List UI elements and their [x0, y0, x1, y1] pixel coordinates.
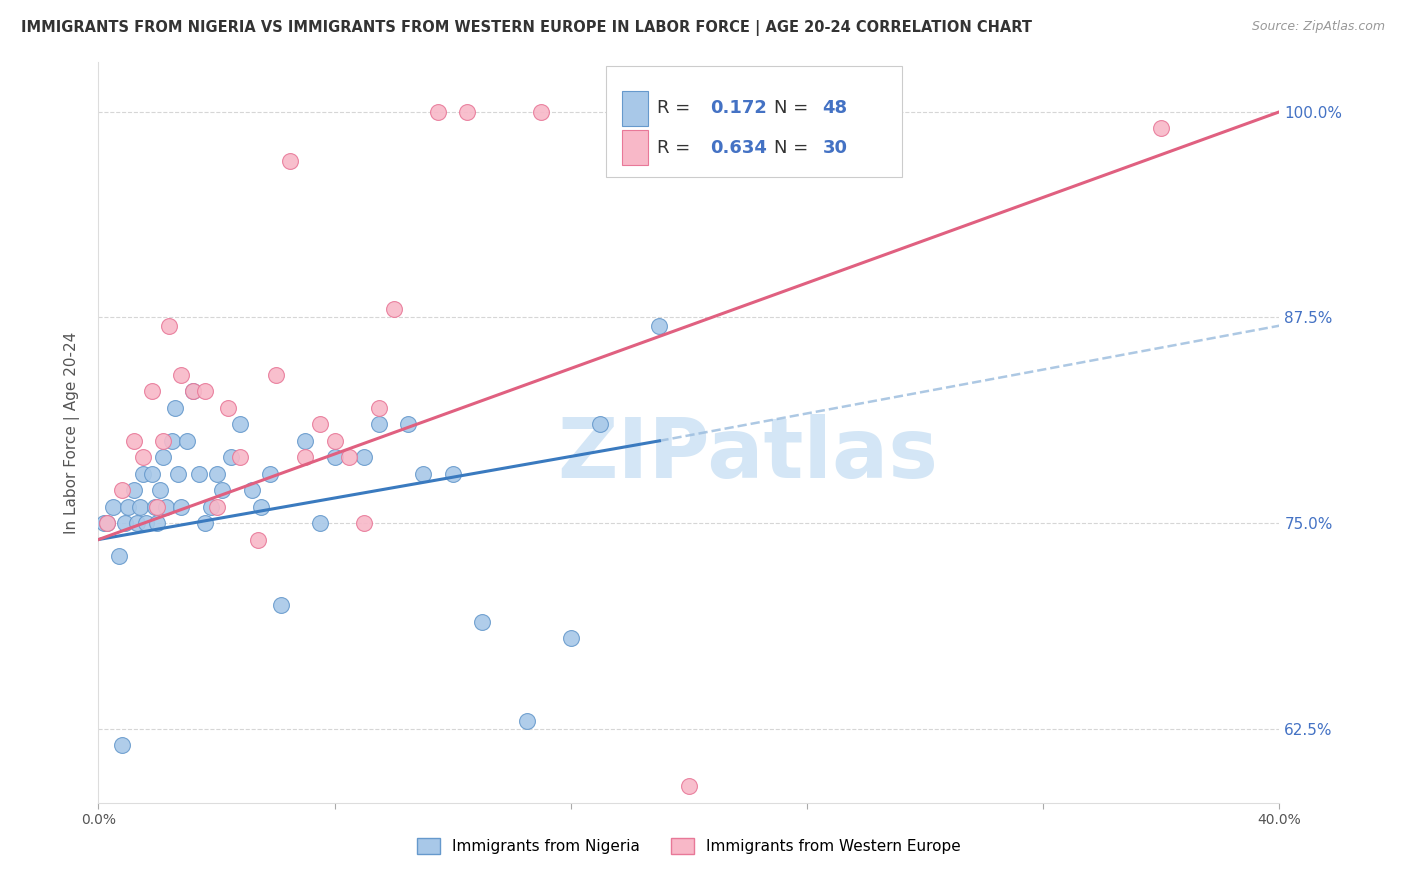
Point: [1150, 121, 1173, 136]
Point: [176, 434, 198, 448]
Bar: [621, 91, 648, 126]
Point: [229, 450, 252, 465]
Legend: Immigrants from Nigeria, Immigrants from Western Europe: Immigrants from Nigeria, Immigrants from…: [409, 830, 969, 862]
Point: [143, 500, 166, 514]
Text: 0.172: 0.172: [710, 99, 768, 118]
Point: [280, 154, 302, 169]
Point: [108, 549, 131, 563]
Point: [114, 516, 136, 530]
Point: [221, 450, 243, 465]
Point: [250, 500, 273, 514]
FancyBboxPatch shape: [606, 66, 901, 178]
Point: [368, 417, 391, 432]
Point: [294, 434, 316, 448]
Point: [678, 780, 700, 794]
Point: [353, 450, 375, 465]
Text: 48: 48: [823, 99, 848, 118]
Point: [155, 500, 177, 514]
Point: [560, 632, 582, 646]
Point: [181, 384, 204, 399]
Point: [205, 467, 228, 481]
Point: [149, 483, 172, 498]
Point: [382, 302, 405, 317]
Point: [264, 368, 287, 382]
Point: [181, 384, 204, 399]
Bar: [621, 130, 648, 165]
Point: [117, 500, 139, 514]
Point: [323, 450, 346, 465]
Point: [152, 434, 174, 448]
Point: [132, 467, 155, 481]
Point: [141, 384, 163, 399]
Point: [200, 500, 222, 514]
Point: [398, 417, 420, 432]
Point: [111, 483, 134, 498]
Point: [457, 104, 479, 119]
Point: [146, 516, 169, 530]
Point: [157, 318, 180, 333]
Point: [122, 483, 145, 498]
Point: [441, 467, 464, 481]
Point: [125, 516, 148, 530]
Point: [427, 104, 450, 119]
Text: Source: ZipAtlas.com: Source: ZipAtlas.com: [1251, 20, 1385, 33]
Point: [141, 467, 163, 481]
Point: [187, 467, 209, 481]
Point: [132, 450, 155, 465]
Point: [368, 401, 391, 415]
Point: [229, 417, 252, 432]
Point: [648, 318, 671, 333]
Point: [205, 500, 228, 514]
Text: ZIPatlas: ZIPatlas: [558, 414, 938, 495]
Point: [93, 516, 115, 530]
Point: [162, 434, 183, 448]
Point: [122, 434, 145, 448]
Point: [128, 500, 150, 514]
Point: [96, 516, 118, 530]
Point: [167, 467, 190, 481]
Point: [170, 368, 193, 382]
Point: [103, 500, 125, 514]
Point: [270, 599, 292, 613]
Text: IMMIGRANTS FROM NIGERIA VS IMMIGRANTS FROM WESTERN EUROPE IN LABOR FORCE | AGE 2: IMMIGRANTS FROM NIGERIA VS IMMIGRANTS FR…: [21, 20, 1032, 36]
Point: [412, 467, 434, 481]
Point: [530, 104, 553, 119]
Point: [323, 434, 346, 448]
Point: [259, 467, 281, 481]
Point: [217, 401, 239, 415]
Y-axis label: In Labor Force | Age 20-24: In Labor Force | Age 20-24: [63, 332, 80, 533]
Point: [240, 483, 263, 498]
Text: R =: R =: [657, 99, 696, 118]
Point: [152, 450, 174, 465]
Text: 30: 30: [823, 138, 848, 157]
Point: [111, 738, 134, 752]
Point: [605, 104, 627, 119]
Point: [516, 714, 538, 728]
Point: [309, 516, 332, 530]
Point: [471, 615, 494, 629]
Text: R =: R =: [657, 138, 696, 157]
Text: N =: N =: [773, 138, 814, 157]
Point: [294, 450, 316, 465]
Point: [135, 516, 157, 530]
Point: [146, 500, 169, 514]
Point: [339, 450, 361, 465]
Text: N =: N =: [773, 99, 814, 118]
Point: [194, 516, 217, 530]
Point: [165, 401, 187, 415]
Point: [194, 384, 217, 399]
Point: [353, 516, 375, 530]
Point: [589, 417, 612, 432]
Point: [309, 417, 332, 432]
Point: [246, 533, 269, 547]
Point: [96, 516, 118, 530]
Text: 0.634: 0.634: [710, 138, 768, 157]
Point: [170, 500, 193, 514]
Point: [211, 483, 233, 498]
